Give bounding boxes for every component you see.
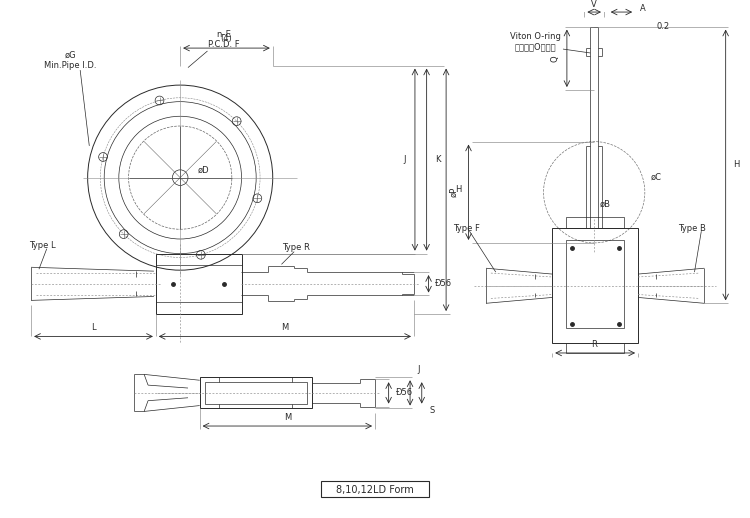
- Bar: [205, 382, 307, 404]
- Bar: [552, 228, 638, 343]
- Text: H: H: [454, 185, 461, 194]
- Text: øB: øB: [600, 199, 611, 208]
- Text: M: M: [281, 323, 289, 332]
- Bar: [200, 377, 312, 409]
- Text: (4): (4): [220, 34, 232, 43]
- Text: Viton O-ring
バイトンOリング: Viton O-ring バイトンOリング: [510, 32, 561, 51]
- Bar: [322, 481, 428, 497]
- Bar: [566, 217, 624, 228]
- Text: Type B: Type B: [678, 224, 706, 233]
- Text: 8,10,12LD Form: 8,10,12LD Form: [336, 485, 414, 495]
- Text: 0.2: 0.2: [656, 22, 670, 31]
- Text: R: R: [591, 340, 597, 349]
- Text: øG
Min.Pipe I.D.: øG Min.Pipe I.D.: [44, 51, 96, 70]
- Text: K: K: [436, 155, 441, 164]
- Text: Type F: Type F: [453, 224, 480, 233]
- Text: øC: øC: [651, 173, 662, 182]
- Text: V: V: [591, 0, 597, 9]
- Text: n–E
P.C.D. F: n–E P.C.D. F: [209, 30, 240, 49]
- Text: Ð56: Ð56: [395, 388, 412, 397]
- Text: Type L: Type L: [29, 241, 56, 250]
- Text: Type R: Type R: [283, 243, 310, 252]
- Bar: [566, 240, 624, 328]
- Text: A: A: [640, 4, 646, 12]
- Text: M: M: [284, 413, 291, 422]
- Text: J: J: [418, 365, 420, 374]
- Text: Ð56: Ð56: [436, 279, 452, 289]
- Text: L: L: [92, 323, 96, 332]
- Text: Q: Q: [550, 55, 559, 62]
- Bar: [156, 254, 242, 314]
- Text: J: J: [404, 155, 406, 164]
- Text: S: S: [430, 406, 435, 415]
- Text: øD: øD: [198, 165, 209, 175]
- Text: H: H: [734, 161, 740, 169]
- Text: øP: øP: [450, 187, 459, 197]
